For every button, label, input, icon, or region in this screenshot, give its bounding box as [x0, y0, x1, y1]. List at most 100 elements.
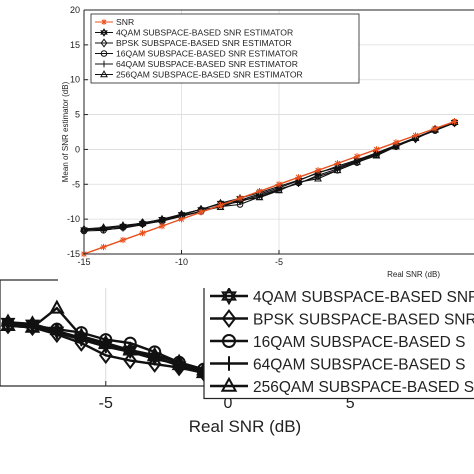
inset-ytick-label: 0	[75, 144, 80, 154]
inset-point-shape	[255, 193, 264, 201]
inset-legend-entry: BPSK SUBSPACE-BASED SNR ESTIMATOR	[95, 38, 292, 48]
inset-ytick-labels: -15 -10 -5 0 5 10 15 20	[67, 5, 80, 259]
inset-point-shape	[158, 222, 166, 230]
bg-xtick-labels: -5 0 5	[99, 395, 355, 412]
bg-point-shape	[123, 351, 137, 370]
bg-legend-marker-shape-a	[221, 286, 237, 301]
bg-legend-entry: 4QAM SUBSPACE-BASED SNR	[210, 286, 474, 306]
inset-series-line	[83, 120, 455, 255]
bg-legend-marker	[220, 376, 238, 392]
inset-y-axis-label: Mean of SNR estimator (dB)	[61, 81, 70, 182]
inset-point	[294, 177, 303, 185]
inset-point-shape	[412, 132, 419, 139]
bg-point	[99, 346, 113, 365]
inset-point-shape	[431, 125, 439, 132]
inset-point	[139, 229, 146, 237]
bg-point	[147, 355, 162, 373]
bg-legend-marker-shape	[221, 356, 237, 371]
inset-point-shape	[392, 139, 400, 146]
inset-xtick-label: -10	[175, 257, 188, 267]
inset-point	[314, 174, 322, 182]
inset-point	[158, 215, 166, 223]
inset-point	[138, 218, 147, 227]
bg-point	[98, 334, 114, 349]
inset-point-shape	[119, 236, 127, 244]
bg-point-shape	[122, 341, 138, 356]
inset-legend-marker-shape-b	[100, 30, 108, 37]
bg-point	[146, 346, 163, 361]
bg-point-shape	[147, 355, 162, 373]
inset-point	[119, 221, 127, 229]
inset-ytick-label: -15	[67, 249, 80, 259]
inset-ytick-label: 10	[70, 75, 80, 85]
bg-legend-entry: BPSK SUBSPACE-BASED SNR	[210, 309, 474, 329]
bg-legend-label: 64QAM SUBSPACE-BASED S	[253, 357, 465, 374]
inset-point-shape	[236, 195, 244, 202]
bg-legend-marker	[221, 356, 237, 371]
bg-legend-marker-shape	[222, 334, 236, 348]
inset-point	[333, 165, 342, 174]
inset-ytick-label: 20	[70, 5, 80, 15]
inset-point	[451, 118, 458, 125]
inset-point-shape	[294, 177, 303, 185]
inset-point	[255, 193, 264, 201]
inset-xtick-label: -5	[275, 257, 283, 267]
inset-legend-marker	[100, 28, 108, 37]
bg-legend-entry: 16QAM SUBSPACE-BASED S	[210, 334, 465, 351]
bg-legend-marker	[221, 286, 237, 306]
inset-legend-label: 4QAM SUBSPACE-BASED SNR ESTIMATOR	[116, 28, 293, 38]
inset-point-shape	[217, 202, 224, 209]
bg-legend-marker-shape	[220, 376, 238, 392]
bg-legend-label: 256QAM SUBSPACE-BASED S	[253, 379, 474, 396]
inset-point-shape	[295, 174, 302, 181]
bg-x-axis-label: Real SNR (dB)	[189, 417, 301, 436]
inset-point	[412, 132, 419, 139]
inset-point-shape	[334, 160, 341, 167]
bg-legend-marker-shape-b	[221, 291, 237, 306]
bg-point	[49, 299, 65, 314]
inset-point-shape	[100, 243, 107, 251]
inset-point	[372, 151, 381, 159]
bg-legend-marker	[221, 309, 237, 328]
inset-point-shape	[178, 215, 185, 223]
inset-point	[314, 167, 322, 174]
bg-point-shape	[98, 334, 114, 349]
inset-legend-label: BPSK SUBSPACE-BASED SNR ESTIMATOR	[116, 38, 292, 48]
bg-legend-entry: 256QAM SUBSPACE-BASED S	[210, 376, 474, 396]
inset-legend-entry: 4QAM SUBSPACE-BASED SNR ESTIMATOR	[95, 28, 293, 38]
inset-point	[334, 160, 341, 167]
inset-point-shape	[158, 215, 166, 223]
inset-point-shape	[139, 229, 146, 237]
inset-point-shape	[119, 221, 127, 229]
bg-point-shape	[171, 353, 187, 368]
bg-legend-marker	[222, 334, 236, 348]
inset-legend-marker-shape-a	[100, 28, 108, 35]
inset-xtick-label: -15	[77, 257, 90, 267]
inset-legend-marker	[101, 19, 107, 25]
inset-legend-box	[90, 13, 360, 84]
inset-series-0	[80, 118, 458, 258]
inset-legend-entry: 16QAM SUBSPACE-BASED SNR ESTIMATOR	[95, 49, 298, 59]
bg-point	[171, 353, 187, 368]
inset-point-shape	[275, 181, 283, 188]
inset-legend-marker-shape	[100, 60, 108, 68]
inset-point	[256, 188, 263, 195]
inset-point-shape	[392, 142, 400, 150]
bg-point-shape	[99, 346, 113, 365]
inset-legend-marker	[100, 50, 108, 57]
bg-xtick-label: 5	[346, 395, 355, 412]
bg-legend: 4QAM SUBSPACE-BASED SNR BPSK SUBSPACE-BAS…	[203, 281, 474, 400]
inset-legend-entry: 64QAM SUBSPACE-BASED SNR ESTIMATOR	[95, 59, 298, 69]
inset-ytick-label: 5	[75, 110, 80, 120]
inset-legend-marker	[100, 38, 108, 48]
inset-point-shape	[333, 165, 342, 174]
bg-point	[73, 327, 90, 342]
inset-point	[158, 222, 166, 230]
inset-legend-label: SNR	[116, 17, 134, 27]
bg-legend-label: BPSK SUBSPACE-BASED SNR	[253, 312, 474, 329]
inset-point-shape	[197, 208, 205, 216]
inset-point	[392, 139, 400, 146]
inset-point	[178, 215, 185, 223]
